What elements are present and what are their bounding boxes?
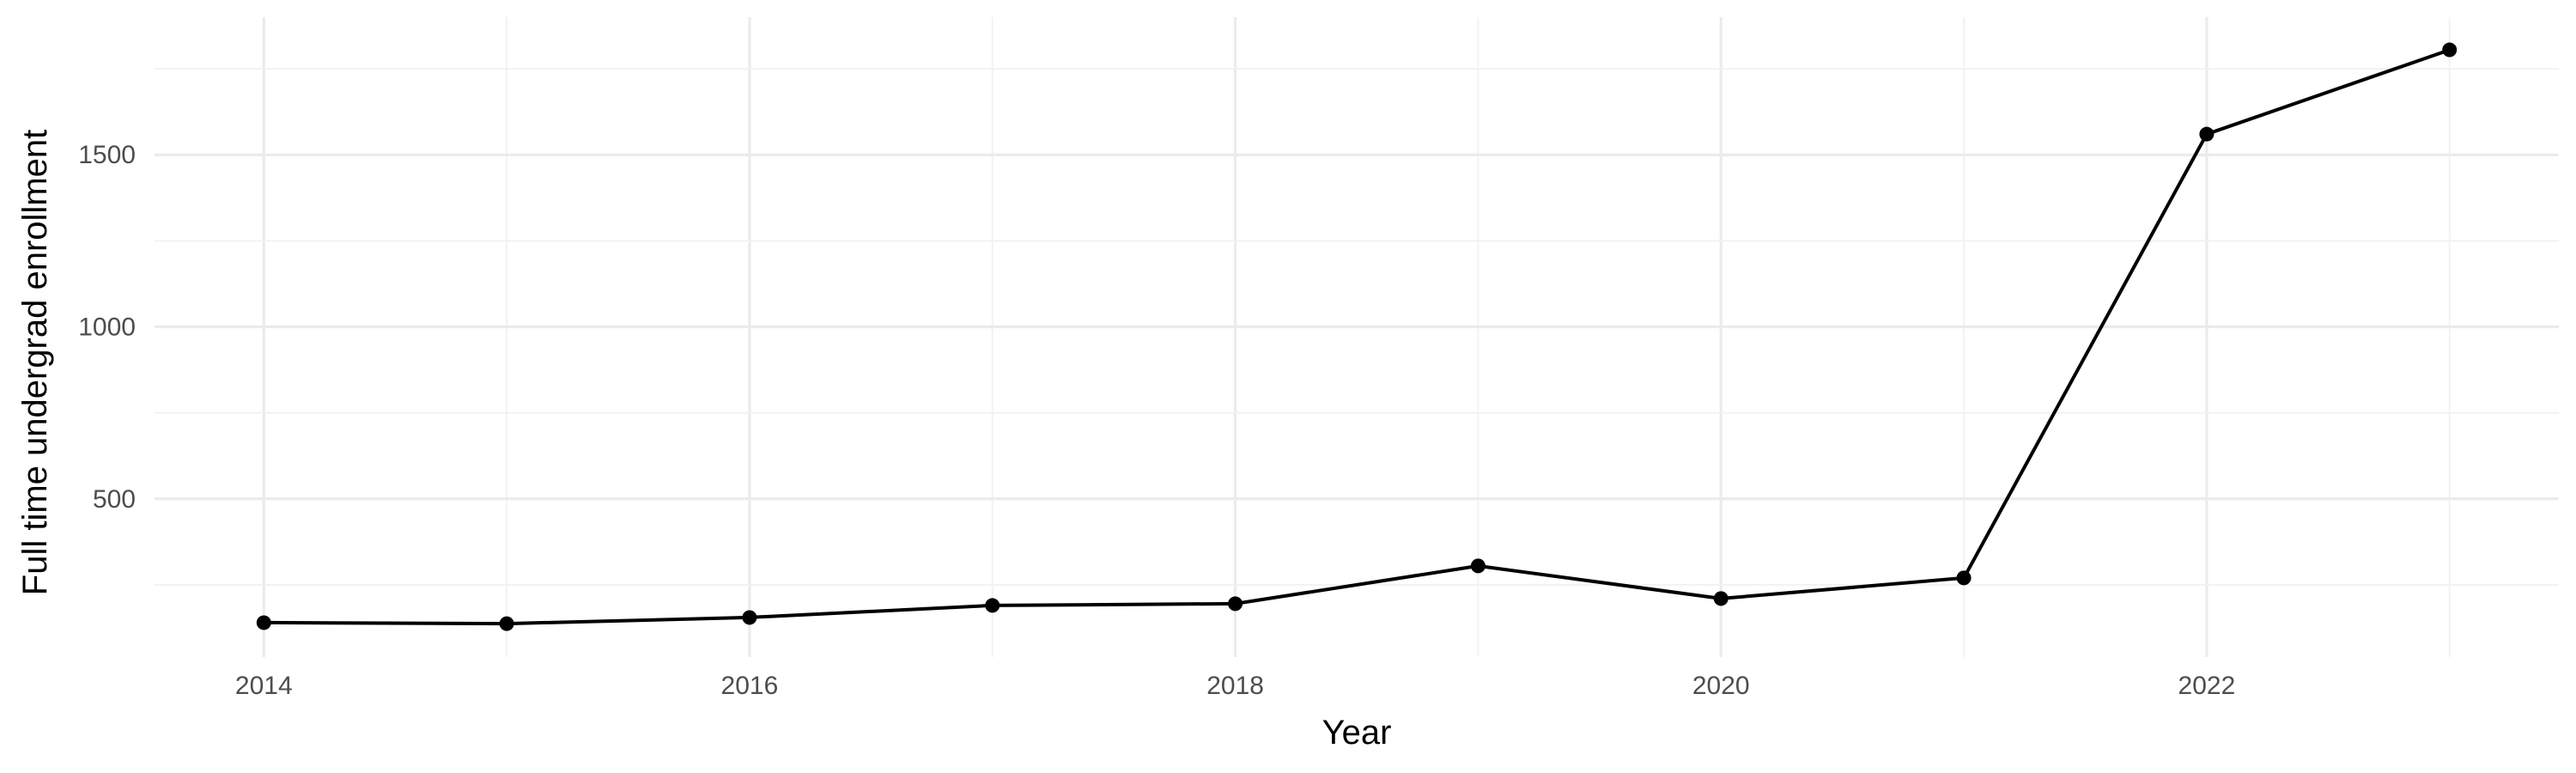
data-point xyxy=(2442,42,2458,58)
y-axis-title: Full time undergrad enrollment xyxy=(16,130,54,595)
x-tick-label: 2018 xyxy=(1206,672,1264,700)
data-point xyxy=(256,615,271,630)
data-point xyxy=(1713,591,1728,606)
data-point xyxy=(1956,570,1971,586)
x-tick-label: 2016 xyxy=(721,672,779,700)
x-tick-label: 2020 xyxy=(1692,672,1750,700)
data-point xyxy=(1228,596,1243,612)
y-tick-label: 500 xyxy=(93,485,136,514)
series xyxy=(256,42,2458,631)
data-point xyxy=(499,616,514,631)
x-axis-title: Year xyxy=(1322,714,1392,752)
y-tick-label: 1000 xyxy=(78,313,136,341)
y-tick-label: 1500 xyxy=(78,141,136,169)
y-axis-ticks: 500 1000 1500 xyxy=(78,141,136,514)
data-point xyxy=(2199,126,2215,142)
data-point xyxy=(742,610,757,625)
data-point xyxy=(985,598,1000,613)
x-tick-label: 2014 xyxy=(235,672,293,700)
x-tick-label: 2022 xyxy=(2178,672,2236,700)
x-axis-ticks: 2014 2016 2018 2020 2022 xyxy=(235,672,2235,700)
grid xyxy=(155,17,2559,657)
series-line xyxy=(264,48,2451,626)
data-point xyxy=(1470,558,1485,574)
